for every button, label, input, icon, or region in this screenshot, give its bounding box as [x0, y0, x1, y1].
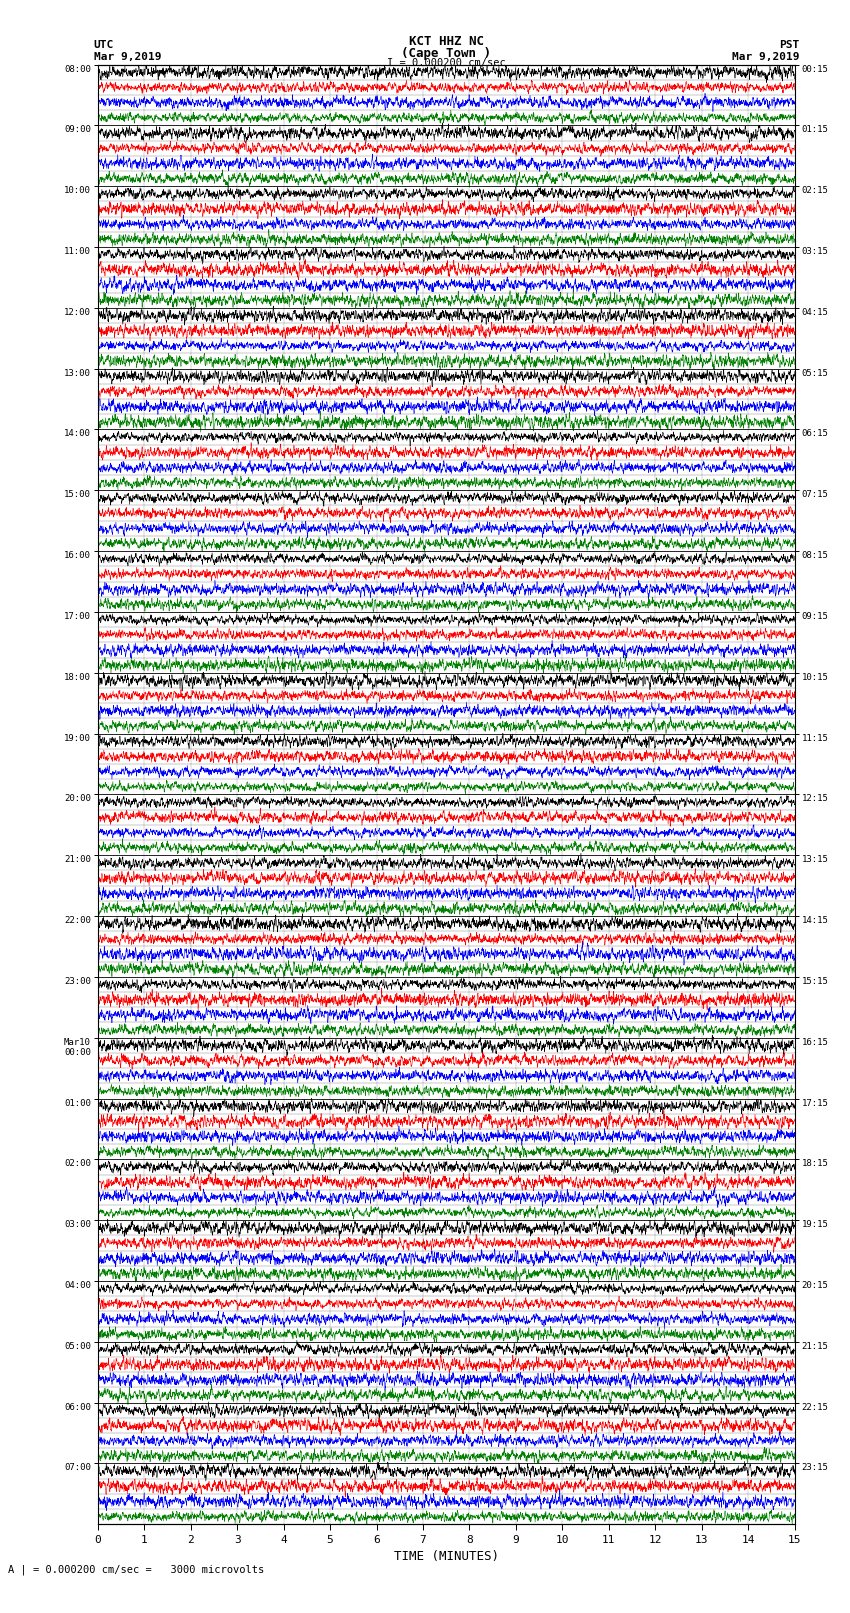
Text: UTC: UTC — [94, 40, 114, 50]
Text: I = 0.000200 cm/sec: I = 0.000200 cm/sec — [387, 58, 506, 68]
Text: Mar 9,2019: Mar 9,2019 — [732, 52, 799, 61]
Text: (Cape Town ): (Cape Town ) — [401, 47, 491, 60]
Text: KCT HHZ NC: KCT HHZ NC — [409, 35, 484, 48]
Text: PST: PST — [779, 40, 799, 50]
X-axis label: TIME (MINUTES): TIME (MINUTES) — [394, 1550, 499, 1563]
Text: A | = 0.000200 cm/sec =   3000 microvolts: A | = 0.000200 cm/sec = 3000 microvolts — [8, 1565, 264, 1574]
Text: Mar 9,2019: Mar 9,2019 — [94, 52, 161, 61]
